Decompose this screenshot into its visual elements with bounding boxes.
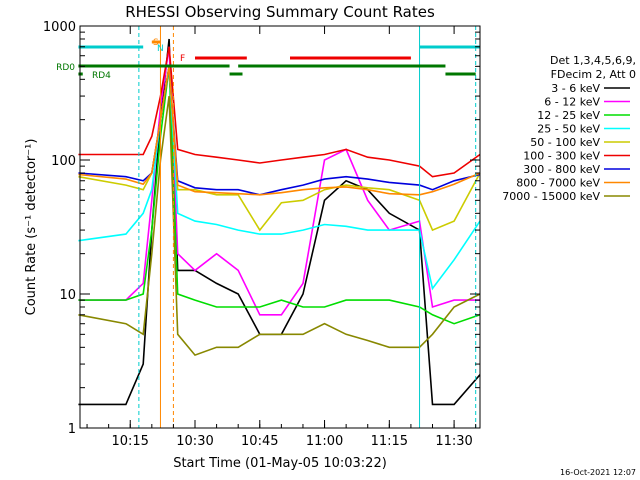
state-label-s: S — [153, 38, 159, 48]
x-axis-label: Start Time (01-May-05 10:03:22) — [173, 456, 387, 471]
x-tick-label-1: 10:15 — [111, 434, 148, 449]
series-line-8 — [78, 66, 481, 196]
y-tick-label-3: 100 — [51, 154, 76, 169]
info-detectors: Det 1,3,4,5,6,9, — [550, 54, 636, 67]
series-line-6 — [78, 46, 481, 178]
chart-title: RHESSI Observing Summary Count Rates — [125, 3, 435, 21]
x-axis: 10:15 10:30 10:45 11:00 11:15 11:30 — [86, 26, 477, 449]
x-tick-label-2: 10:30 — [176, 434, 213, 449]
series-line-9 — [78, 95, 481, 357]
series-line-3 — [78, 66, 481, 325]
y-axis-label: Count Rate (s⁻¹ detector⁻¹) — [24, 139, 39, 316]
state-label-n: N — [157, 44, 164, 54]
y-tick-label-1: 1 — [68, 422, 76, 437]
legend-label-6: 100 - 300 keV — [523, 150, 600, 163]
series-line-4 — [78, 66, 481, 291]
timestamp: 16-Oct-2021 12:07 — [560, 468, 636, 477]
state-label-rd4: RD4 — [92, 71, 111, 81]
legend-label-9: 7000 - 15000 keV — [502, 190, 600, 203]
y-tick-label-4: 1000 — [43, 20, 76, 35]
legend-label-2: 6 - 12 keV — [544, 96, 600, 109]
legend-label-3: 12 - 25 keV — [537, 109, 600, 122]
x-tick-label-3: 10:45 — [241, 434, 278, 449]
legend-label-5: 50 - 100 keV — [530, 136, 600, 149]
series-layer — [78, 38, 481, 406]
x-tick-label-5: 11:15 — [371, 434, 408, 449]
plot-frame — [79, 25, 481, 429]
state-label-rd0: RD0 — [56, 63, 75, 73]
y-axis: 1 10 100 1000 — [43, 20, 480, 437]
info-decimation: FDecim 2, Att 0 — [551, 68, 636, 81]
legend-label-8: 800 - 7000 keV — [516, 177, 600, 190]
state-label-f: F — [180, 54, 185, 64]
event-lines — [138, 26, 477, 428]
legend-label-4: 25 - 50 keV — [537, 123, 600, 136]
x-tick-label-6: 11:30 — [435, 434, 472, 449]
state-bars: SN F RD0 RD4 — [56, 38, 480, 81]
y-tick-label-2: 10 — [59, 288, 76, 303]
legend-label-1: 3 - 6 keV — [551, 82, 600, 95]
legend-label-7: 300 - 800 keV — [523, 163, 600, 176]
x-tick-label-4: 11:00 — [306, 434, 343, 449]
